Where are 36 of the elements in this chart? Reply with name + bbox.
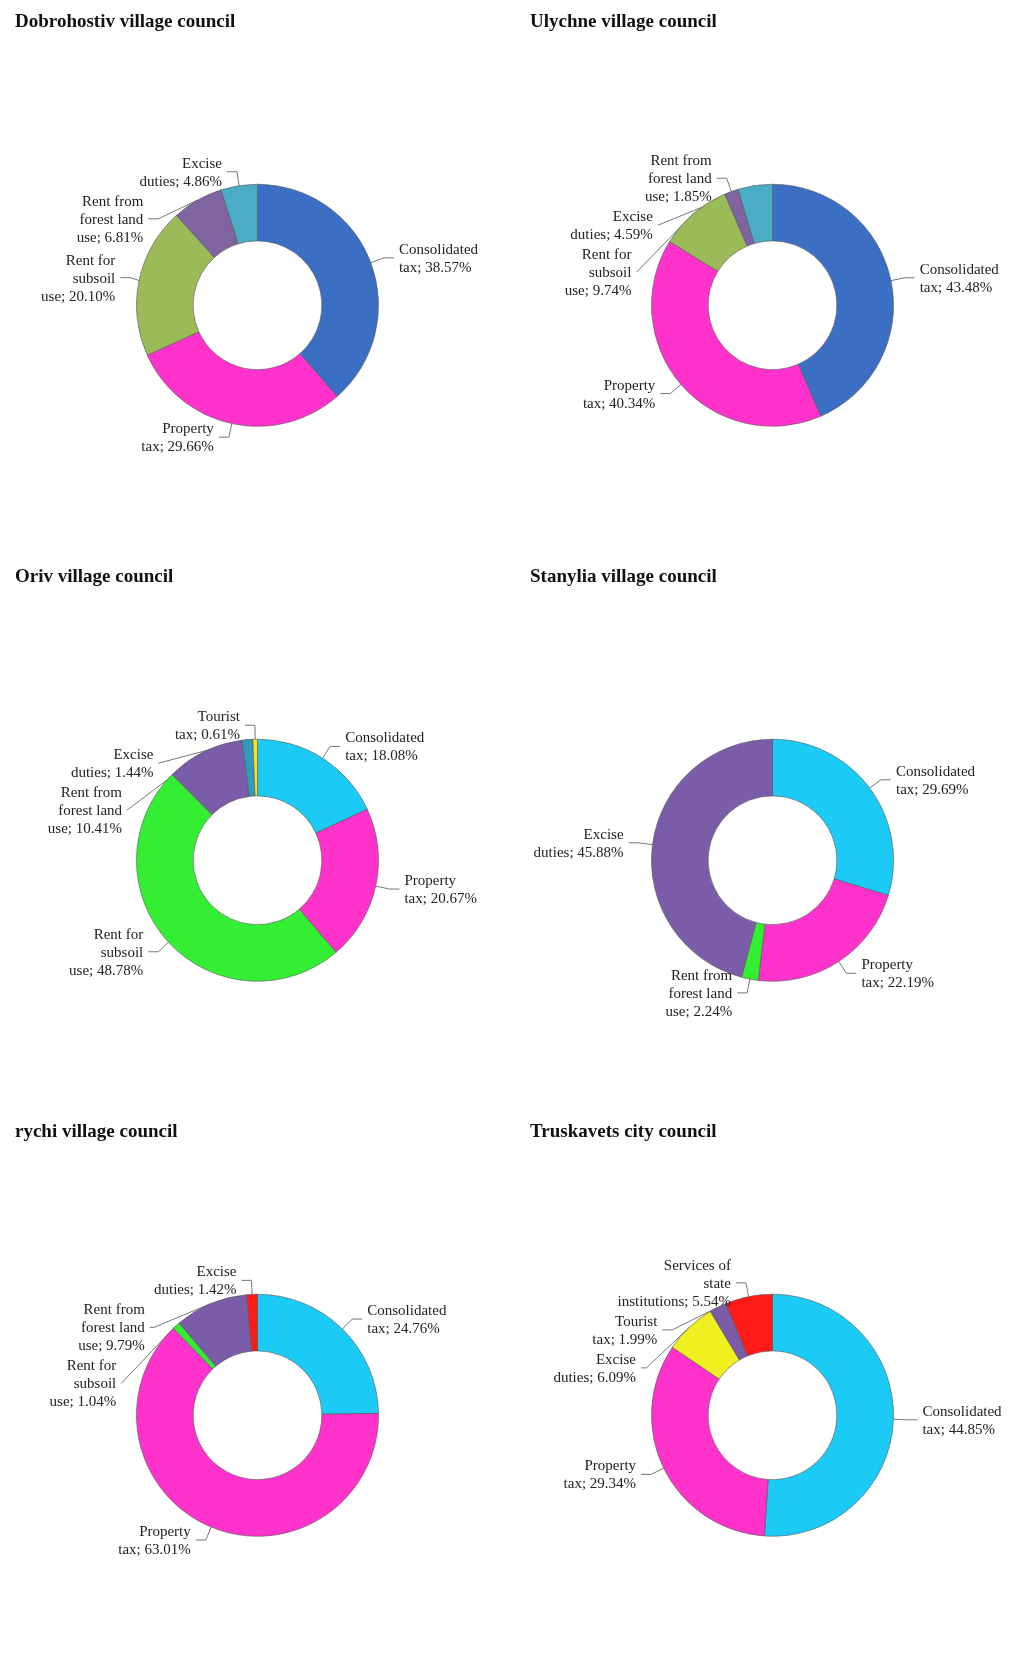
slice-label: Rent from forest land use; 10.41%: [47, 784, 123, 837]
chart-title: Dobrohostiv village council: [15, 10, 236, 31]
slice-label: Property tax; 22.19%: [861, 956, 934, 991]
chart-title: Ulychne village council: [530, 10, 717, 31]
slice-label: Services of state institutions; 5.54%: [617, 1256, 732, 1309]
chart-title: Stanylia village council: [530, 565, 717, 586]
slice-label: Rent from forest land use; 6.81%: [76, 192, 144, 245]
slice-label: Property tax; 40.34%: [582, 376, 656, 411]
slice-label: Excise duties; 4.59%: [570, 208, 654, 243]
chart-title: Oriv village council: [15, 565, 174, 586]
slice-label: Rent from forest land use; 2.24%: [665, 966, 733, 1019]
slice-label: Rent for subsoil use; 48.78%: [69, 925, 144, 978]
slice-label: Tourist tax; 0.61%: [174, 708, 241, 743]
slice-label: Property tax; 20.67%: [404, 872, 477, 907]
slice-label: Property tax; 63.01%: [118, 1522, 192, 1557]
slice-label: Consolidated tax; 24.76%: [367, 1302, 447, 1337]
slice-label: Tourist tax; 1.99%: [592, 1312, 659, 1347]
slice-label: Consolidated tax; 29.69%: [895, 762, 976, 797]
chart-title: Truskavets city council: [530, 1120, 717, 1141]
slice-label: Excise duties; 1.42%: [153, 1263, 237, 1298]
slice-label: Rent for subsoil use; 20.10%: [41, 251, 116, 304]
slice-label: Rent from forest land use; 9.79%: [78, 1301, 146, 1354]
slice-label: Rent for subsoil use; 1.04%: [49, 1357, 117, 1410]
slice-label: Consolidated tax; 43.48%: [919, 260, 1000, 295]
slice-label: Excise duties; 45.88%: [533, 825, 624, 860]
slice-label: Property tax; 29.66%: [141, 420, 215, 455]
slice-label: Excise duties; 1.44%: [70, 746, 154, 781]
slice-label: Rent from forest land use; 1.85%: [644, 152, 713, 205]
slice-label: Consolidated tax; 18.08%: [345, 729, 425, 764]
slice-label: Excise duties; 4.86%: [139, 154, 223, 189]
slice-label: Consolidated tax; 44.85%: [922, 1402, 1003, 1437]
slice-label: Excise duties; 6.09%: [553, 1350, 637, 1385]
slice-label: Property tax; 29.34%: [563, 1457, 637, 1492]
chart-title: rychi village council: [15, 1120, 178, 1141]
slice-label: Consolidated tax; 38.57%: [398, 240, 479, 275]
slice-label: Rent for subsoil use; 9.74%: [564, 246, 632, 299]
